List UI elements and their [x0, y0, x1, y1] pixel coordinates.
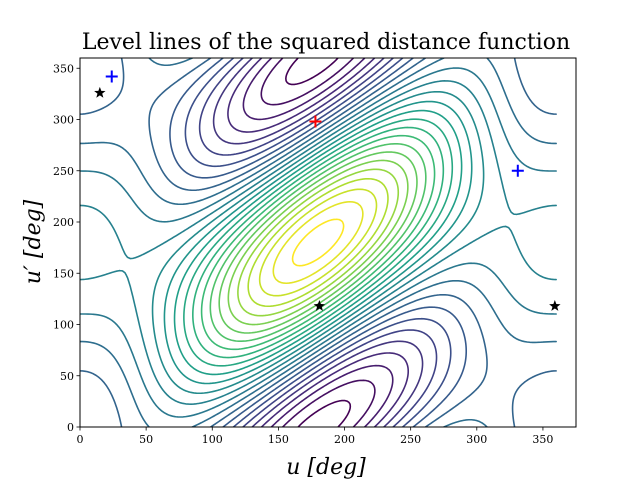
- x-tick-label: 150: [268, 433, 289, 446]
- plus-marker: [105, 70, 118, 83]
- star-marker: [313, 300, 326, 311]
- contour-level-line: [247, 177, 389, 308]
- contour-lines: [80, 58, 557, 427]
- x-axis-label: u [deg]: [286, 455, 366, 480]
- y-tick-label: 0: [67, 421, 74, 434]
- y-tick-label: 250: [53, 165, 74, 178]
- y-tick-label: 100: [53, 319, 74, 332]
- contour-level-line: [192, 126, 445, 359]
- y-axis-label: u′ [deg]: [21, 199, 46, 284]
- plus-marker: [511, 164, 524, 177]
- x-tick-label: 100: [202, 433, 223, 446]
- x-tick-label: 0: [77, 433, 84, 446]
- contour-level-line: [209, 142, 427, 343]
- contour-level-line: [227, 159, 409, 326]
- x-tick-label: 300: [466, 433, 487, 446]
- contour-level-line: [169, 58, 468, 427]
- y-tick-label: 150: [53, 267, 74, 280]
- y-axis-ticks: 0 50 100 150 200 250 300 350: [53, 62, 80, 434]
- contour-level-line: [200, 134, 436, 351]
- y-tick-label: 50: [60, 370, 74, 383]
- chart-title: Level lines of the squared distance func…: [82, 30, 570, 55]
- contour-level-line: [212, 58, 424, 427]
- plus-marker: [309, 115, 322, 128]
- contour-level-line: [184, 58, 452, 427]
- plot-frame: [79, 57, 577, 428]
- y-tick-label: 200: [53, 216, 74, 229]
- y-tick-label: 300: [53, 114, 74, 127]
- x-tick-label: 50: [139, 433, 153, 446]
- x-tick-label: 200: [334, 433, 355, 446]
- contour-level-line: [80, 67, 557, 418]
- contour-level-line: [173, 109, 463, 376]
- contour-level-line: [242, 58, 394, 427]
- contour-level-line: [183, 118, 454, 367]
- x-axis-ticks: 0 50 100 150 200 250 300 350: [77, 427, 553, 446]
- contour-level-line: [237, 168, 400, 317]
- contour-level-line: [151, 90, 485, 395]
- contour-level-line: [272, 200, 364, 285]
- star-marker: [549, 300, 561, 311]
- contour-level-line: [218, 151, 418, 334]
- star-marker: [94, 86, 106, 98]
- contour-level-line: [163, 100, 473, 385]
- contour-level-line: [80, 58, 557, 427]
- y-tick-label: 350: [53, 62, 74, 75]
- contour-level-line: [80, 58, 557, 427]
- x-tick-label: 350: [532, 433, 553, 446]
- marker-layer: [94, 70, 561, 311]
- contour-level-line: [285, 58, 352, 427]
- x-tick-label: 250: [400, 433, 421, 446]
- contour-level-line: [258, 188, 378, 297]
- contour-level-line: [80, 80, 557, 405]
- contour-level-line: [291, 218, 345, 267]
